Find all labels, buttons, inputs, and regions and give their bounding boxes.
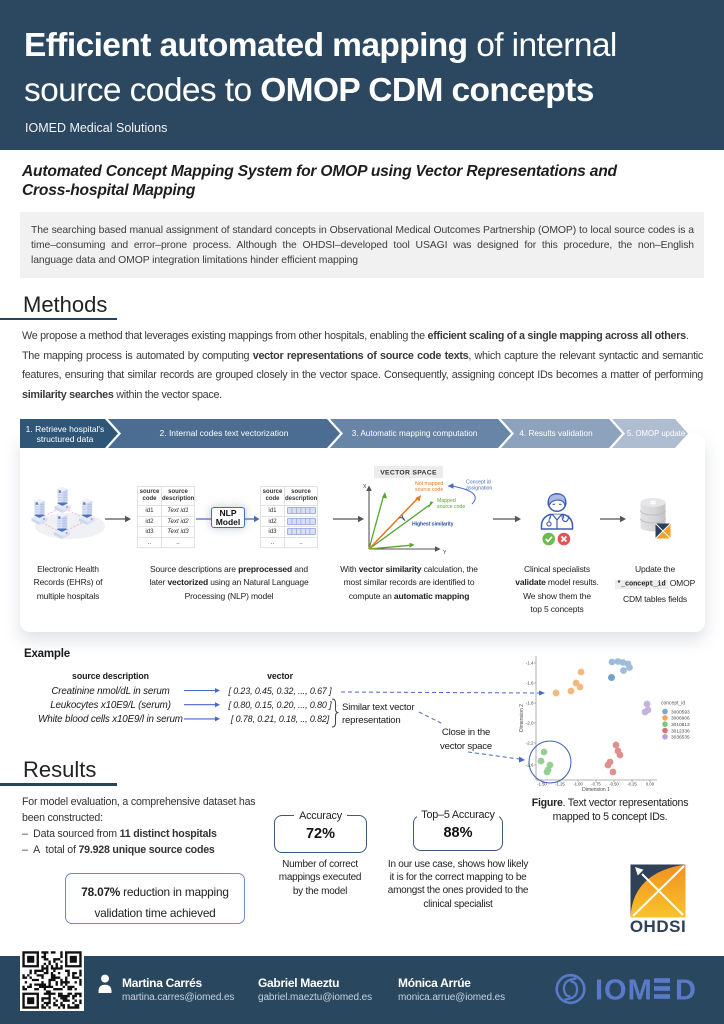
svg-text:-2.2: -2.2 [526,741,534,746]
svg-text:D: D [675,975,696,1007]
svg-text:Mapped: Mapped [437,498,456,504]
svg-text:-1.6: -1.6 [526,681,534,686]
svg-text:X: X [363,484,367,490]
svg-text:source code: source code [437,504,465,510]
svg-text:-0.75: -0.75 [591,782,601,787]
svg-text:-2.0: -2.0 [526,721,534,726]
svg-text:-1.4: -1.4 [526,661,534,666]
svg-text:-1.00: -1.00 [573,782,583,787]
svg-text:assignation: assignation [466,486,492,492]
svg-text:3036535: 3036535 [671,735,690,741]
svg-text:Highest similarity: Highest similarity [412,522,454,528]
svg-text:-2.6: -2.6 [526,763,534,768]
svg-text:3012336: 3012336 [671,728,690,734]
svg-text:0.00: 0.00 [646,782,655,787]
svg-text:Dimension 2: Dimension 2 [519,704,525,732]
svg-text:Not mapped: Not mapped [415,481,443,487]
svg-text:Y: Y [443,550,447,556]
svg-text:-1.50: -1.50 [537,782,547,787]
svg-text:concept_id: concept_id [661,701,685,707]
svg-text:3000593: 3000593 [671,709,690,715]
svg-text:Dimension 1: Dimension 1 [582,787,610,793]
svg-text:Concept id: Concept id [466,480,491,486]
svg-text:VECTOR SPACE: VECTOR SPACE [380,470,437,477]
svg-text:-1.8: -1.8 [526,701,534,706]
svg-text:IOM: IOM [595,975,653,1007]
svg-text:3010813: 3010813 [671,722,690,728]
svg-text:-0.50: -0.50 [609,782,619,787]
svg-text:-0.25: -0.25 [627,782,637,787]
svg-text:3006906: 3006906 [671,716,690,722]
svg-text:source code: source code [415,487,443,493]
svg-text:-1.25: -1.25 [555,782,565,787]
